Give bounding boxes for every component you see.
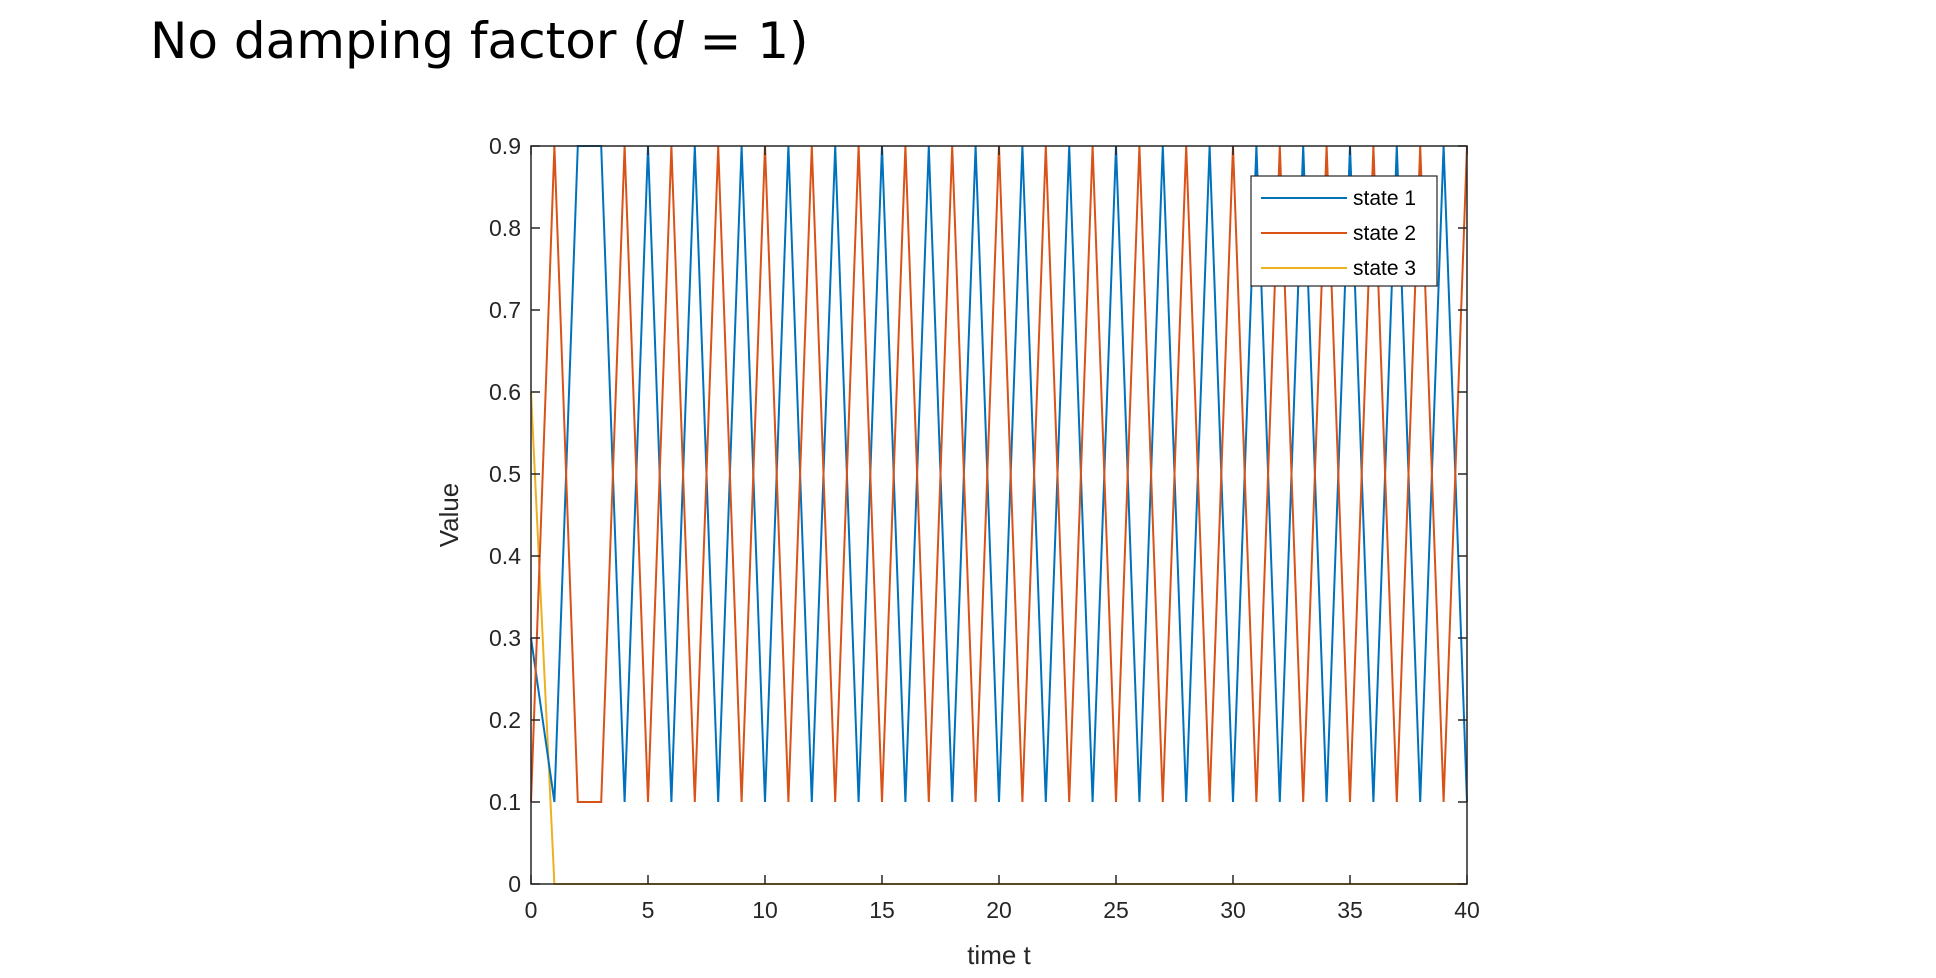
slide-title-prefix: No damping factor ( [150,12,652,70]
x-tick-label: 25 [1103,897,1129,923]
x-tick-label: 30 [1220,897,1246,923]
y-tick-label: 0.5 [489,461,521,487]
legend: state 1 state 2 state 3 [1250,175,1438,287]
y-tick-label: 0.8 [489,215,521,241]
x-tick-label: 0 [525,897,538,923]
y-tick-label: 0.3 [489,625,521,651]
x-tick-label: 5 [642,897,655,923]
legend-label: state 3 [1353,257,1416,280]
y-tick-label: 0.6 [489,379,521,405]
slide-title-variable: d [651,12,684,70]
slide-title: No damping factor (d = 1) [150,6,809,76]
y-axis-label: Value [434,483,464,548]
y-tick-label: 0 [508,871,521,897]
y-tick-label: 0.7 [489,297,521,323]
legend-label: state 2 [1353,222,1416,245]
y-tick-label: 0.2 [489,707,521,733]
series-line-state-1 [530,145,1468,803]
x-axis-label: time t [967,940,1031,970]
x-tick-label: 40 [1454,897,1480,923]
figure: 0 5 10 15 20 25 30 35 40 0 0.1 0.2 0.3 0.4 0.5 0.6 0.7 0.… [383,118,1603,978]
ticks-layer: 0 5 10 15 20 25 30 35 40 0 0.1 0.2 0.3 0.4 0.5 0.6 0.7 0.… [489,133,1480,923]
x-tick-label: 10 [752,897,778,923]
series-line-state-3 [530,391,1467,885]
y-tick-label: 0.4 [489,543,521,569]
legend-label: state 1 [1353,187,1416,210]
x-tick-label: 20 [986,897,1012,923]
y-tick-label: 0.1 [489,789,521,815]
line-chart: 0 5 10 15 20 25 30 35 40 0 0.1 0.2 0.3 0.4 0.5 0.6 0.7 0.… [434,133,1480,970]
y-tick-label: 0.9 [489,133,521,159]
x-tick-label: 35 [1337,897,1363,923]
x-tick-label: 15 [869,897,895,923]
slide-title-suffix: = 1) [683,12,809,70]
